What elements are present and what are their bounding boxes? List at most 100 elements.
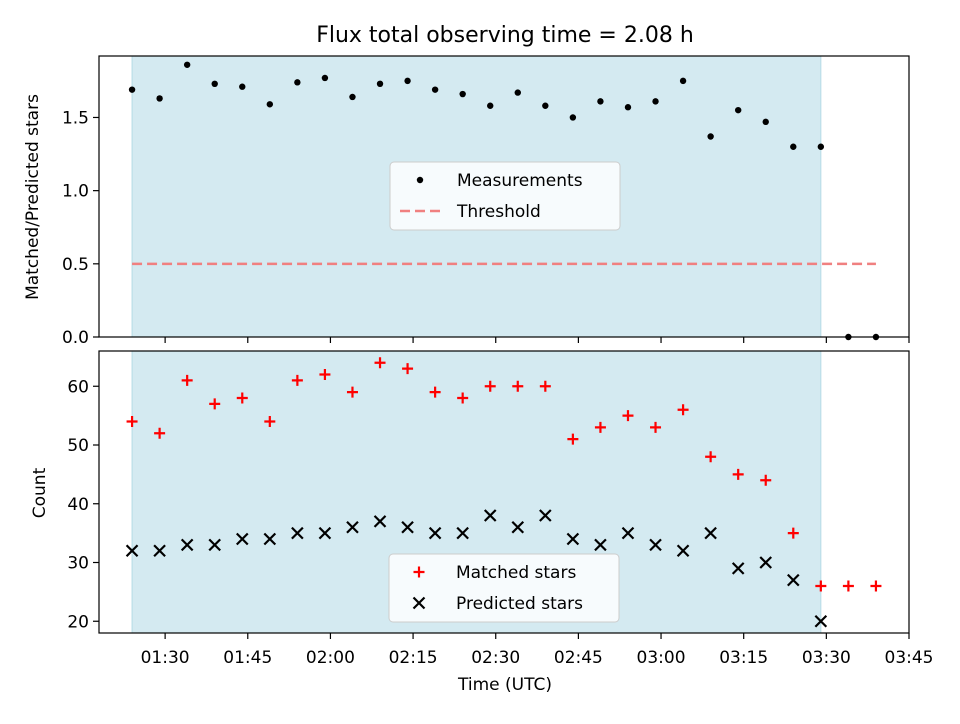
measurement-point [817,143,825,150]
x-tick-label: 02:00 [306,648,355,668]
matched-star-point [622,410,634,422]
predicted-star-point [373,515,387,528]
predicted-star-point [153,544,166,558]
y-tick-label: 1.5 [62,108,89,128]
predicted-star-point [511,520,525,534]
legend: Matched stars Predicted stars [388,553,620,623]
predicted-star-point [731,562,745,575]
x-tick-label: 02:30 [471,648,520,668]
y-tick-label: 20 [67,612,89,632]
top-y-axis-label: Matched/Predicted stars [23,94,43,300]
predicted-star-point [291,526,304,540]
matched-star-point [291,374,303,386]
matched-star-point [457,392,469,404]
measurement-point [624,104,632,111]
measurement-point [487,102,494,109]
top-panel: 0.0 0.5 1.0 1.5 Measurements Threshold [62,55,910,348]
legend-matched-swatch [413,566,425,578]
axes-frame [98,350,910,634]
y-tick-label: 60 [67,377,89,397]
measurement-point [349,93,356,101]
matched-star-point [346,386,358,398]
bottom-y-axis-label: Count [30,467,50,518]
predicted-star-point [318,526,332,540]
legend-box [388,553,620,623]
measurement-point [183,61,191,68]
measurement-point [156,95,163,102]
legend-label: Measurements [457,171,583,191]
y-tick-label: 50 [67,436,89,456]
legend: Measurements Threshold [389,161,621,231]
legend-predicted-swatch [412,596,426,610]
measurement-point [376,80,384,88]
matched-star-point [677,404,689,416]
predicted-star-point [759,556,773,569]
x-tick-label: 03:45 [885,648,934,668]
y-tick-label: 30 [67,554,89,574]
predicted-star-point [649,538,662,552]
legend-measurement-swatch [416,176,424,184]
measurement-point [459,90,466,98]
predicted-star-point [787,573,800,587]
matched-star-point [650,421,662,433]
measurement-point [431,86,439,93]
x-tick-label: 03:15 [719,648,768,668]
y-tick-label: 0.0 [62,328,89,348]
measurement-point [569,114,577,121]
x-axis-label: Time (UTC) [457,675,552,695]
matched-star-point [319,369,331,380]
matched-star-point [815,580,827,592]
matched-star-point [539,380,551,392]
axes-frame [98,55,910,338]
legend-label: Threshold [456,202,541,222]
predicted-star-point [621,526,635,540]
measurement-point [294,79,301,86]
matched-star-point [126,416,138,427]
predicted-star-point [180,538,194,552]
predicted-star-point [594,538,607,552]
measurement-point [597,98,604,105]
x-tick-label: 03:00 [637,648,686,668]
matched-star-point [209,398,221,410]
matched-star-point [429,386,441,398]
predicted-star-point [235,532,249,546]
predicted-star-point [208,538,221,552]
measurement-point [266,101,274,108]
measurement-point [707,133,714,140]
predicted-star-point [814,614,828,628]
measurement-point [211,80,218,88]
measurement-point [239,83,246,90]
matched-star-point [154,427,166,439]
predicted-star-point [401,520,414,534]
matched-star-point [705,451,717,463]
measurement-point [321,74,329,82]
predicted-star-point [676,544,690,558]
matched-star-point [264,416,276,427]
measurement-point [542,102,549,109]
measurement-point [734,106,742,114]
matched-star-point [484,380,496,392]
predicted-star-point [483,509,497,522]
predicted-star-point [456,526,469,540]
legend-box [389,161,621,231]
figure-title: Flux total observing time = 2.08 h [316,23,694,48]
measurement-point [652,98,659,105]
predicted-star-point [263,532,277,546]
predicted-star-point [346,520,359,534]
measurement-point [790,143,797,150]
matched-star-point [870,580,882,592]
measurement-point [514,89,521,96]
predicted-star-point [539,509,552,522]
x-tick-label: 01:45 [223,648,272,668]
measurement-point [762,118,769,126]
matched-star-point [512,380,524,392]
predicted-star-point [125,544,139,558]
measurement-point [128,86,136,93]
legend-label: Predicted stars [456,594,583,614]
predicted-star-point [566,532,580,546]
matched-star-point [594,421,606,433]
measurement-point [404,77,411,85]
legend-label: Matched stars [456,563,576,583]
predicted-star-point [704,526,717,540]
